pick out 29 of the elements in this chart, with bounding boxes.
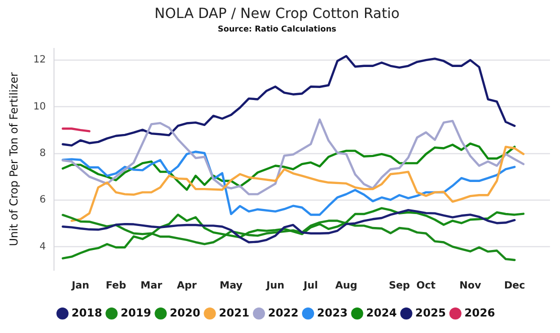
chart-title: NOLA DAP / New Crop Cotton Ratio <box>154 6 400 22</box>
x-tick-label: Jul <box>302 280 318 292</box>
legend-label: 2023 <box>317 306 348 320</box>
legend-label: 2025 <box>415 306 446 320</box>
y-tick-label: 4 <box>40 241 46 252</box>
x-tick-label: Jan <box>70 280 90 292</box>
y-tick-label: 6 <box>40 194 46 206</box>
legend-label: 2019 <box>120 306 152 320</box>
legend-label: 2018 <box>71 306 102 320</box>
x-tick-label: Dec <box>504 280 526 292</box>
chart-subtitle: Source: Ratio Calculations <box>218 24 337 34</box>
x-tick-label: Apr <box>176 280 197 292</box>
x-tick-label: Sep <box>388 280 410 292</box>
legend-label: 2022 <box>268 306 299 320</box>
y-tick-label: 8 <box>40 148 46 159</box>
x-tick-label: Nov <box>459 280 482 292</box>
legend-label: 2026 <box>464 306 496 320</box>
legend-label: 2024 <box>366 306 398 320</box>
x-tick-label: Feb <box>106 280 126 292</box>
x-tick-label: Jun <box>265 280 284 292</box>
x-tick-label: May <box>220 280 244 292</box>
x-tick-label: Aug <box>335 280 358 292</box>
x-tick-label: Mar <box>140 280 162 292</box>
legend-label: 2021 <box>218 306 250 320</box>
y-axis-title: Unit of Crop Per Ton of Fertilizer <box>7 72 20 246</box>
x-tick-label: Oct <box>416 280 436 292</box>
y-tick-label: 10 <box>33 101 46 112</box>
y-tick-label: 12 <box>33 54 46 66</box>
legend-label: 2020 <box>170 306 201 320</box>
